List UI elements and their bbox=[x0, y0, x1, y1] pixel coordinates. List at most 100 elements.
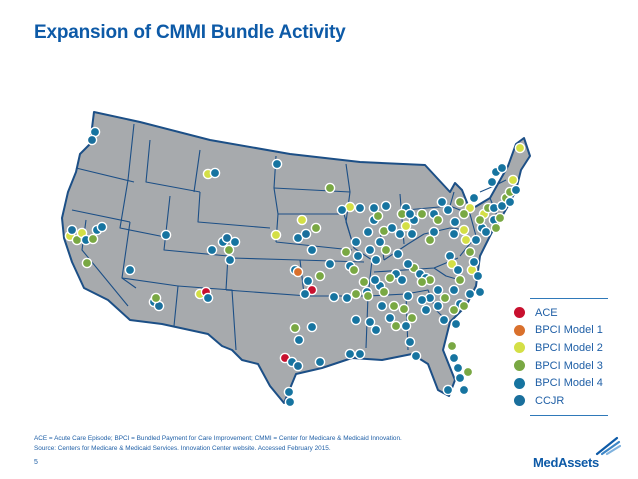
site-marker-bpci-model-4 bbox=[306, 244, 318, 256]
site-marker-bpci-model-4 bbox=[406, 228, 418, 240]
site-marker-bpci-model-3 bbox=[87, 233, 99, 245]
site-marker-bpci-model-3 bbox=[150, 292, 162, 304]
site-marker-bpci-model-4 bbox=[436, 196, 448, 208]
site-marker-bpci-model-4 bbox=[468, 256, 480, 268]
site-marker-bpci-model-4 bbox=[392, 248, 404, 260]
site-marker-bpci-model-2 bbox=[507, 174, 519, 186]
site-marker-bpci-model-2 bbox=[460, 234, 472, 246]
site-marker-bpci-model-4 bbox=[370, 254, 382, 266]
site-marker-bpci-model-2 bbox=[296, 214, 308, 226]
site-marker-bpci-model-4 bbox=[442, 204, 454, 216]
site-marker-ccjr bbox=[292, 360, 304, 372]
site-marker-bpci-model-3 bbox=[340, 246, 352, 258]
site-marker-bpci-model-4 bbox=[454, 372, 466, 384]
site-marker-bpci-model-4 bbox=[364, 244, 376, 256]
site-marker-bpci-model-4 bbox=[400, 320, 412, 332]
site-marker-ccjr bbox=[300, 228, 312, 240]
site-marker-bpci-model-4 bbox=[470, 234, 482, 246]
legend-label-ace: ACE bbox=[535, 306, 558, 319]
legend-swatch-bpci-model-2 bbox=[514, 342, 525, 354]
site-marker-bpci-model-4 bbox=[376, 300, 388, 312]
site-marker-bpci-model-3 bbox=[350, 288, 362, 300]
legend-label-bpci-model-3: BPCI Model 3 bbox=[535, 359, 603, 372]
site-marker-bpci-model-3 bbox=[490, 222, 502, 234]
footnote-source: Source: Centers for Medicare & Medicaid … bbox=[34, 445, 331, 452]
legend-swatch-bpci-model-1 bbox=[514, 324, 525, 336]
site-marker-bpci-model-3 bbox=[223, 244, 235, 256]
legend-item-bpci-model-3: BPCI Model 3 bbox=[510, 357, 608, 375]
site-marker-bpci-model-3 bbox=[380, 244, 392, 256]
site-marker-bpci-model-3 bbox=[462, 366, 474, 378]
footnote: ACE = Acute Care Episode; BPCI = Bundled… bbox=[34, 434, 402, 454]
site-marker-bpci-model-3 bbox=[439, 292, 451, 304]
site-marker-bpci-model-4 bbox=[384, 312, 396, 324]
site-marker-bpci-model-2 bbox=[514, 142, 526, 154]
site-marker-bpci-model-3 bbox=[314, 270, 326, 282]
site-marker-bpci-model-4 bbox=[396, 274, 408, 286]
site-marker-bpci-model-4 bbox=[354, 348, 366, 360]
site-marker-bpci-model-3 bbox=[416, 208, 428, 220]
site-marker-bpci-model-3 bbox=[432, 214, 444, 226]
site-marker-bpci-model-4 bbox=[354, 202, 366, 214]
footnote-definitions: ACE = Acute Care Episode; BPCI = Bundled… bbox=[34, 435, 402, 442]
legend-item-ccjr: CCJR bbox=[510, 392, 608, 410]
site-marker-bpci-model-1 bbox=[292, 266, 304, 278]
site-marker-bpci-model-4 bbox=[452, 264, 464, 276]
site-marker-bpci-model-4 bbox=[486, 176, 498, 188]
site-marker-bpci-model-3 bbox=[81, 257, 93, 269]
legend-item-bpci-model-4: BPCI Model 4 bbox=[510, 374, 608, 392]
site-marker-bpci-model-3 bbox=[384, 272, 396, 284]
site-marker-bpci-model-4 bbox=[206, 244, 218, 256]
site-marker-bpci-model-4 bbox=[468, 192, 480, 204]
site-marker-bpci-model-4 bbox=[402, 290, 414, 302]
site-marker-bpci-model-4 bbox=[362, 226, 374, 238]
site-marker-bpci-model-4 bbox=[449, 216, 461, 228]
site-marker-bpci-model-3 bbox=[448, 304, 460, 316]
page-number: 5 bbox=[34, 459, 38, 466]
site-marker-bpci-model-4 bbox=[402, 258, 414, 270]
site-marker-bpci-model-4 bbox=[284, 396, 296, 408]
legend-swatch-ace bbox=[514, 307, 525, 319]
legend-label-bpci-model-2: BPCI Model 2 bbox=[535, 341, 603, 354]
site-marker-bpci-model-4 bbox=[380, 200, 392, 212]
site-marker-bpci-model-3 bbox=[378, 286, 390, 298]
site-marker-bpci-model-3 bbox=[464, 246, 476, 258]
site-marker-bpci-model-4 bbox=[314, 356, 326, 368]
site-marker-bpci-model-4 bbox=[404, 208, 416, 220]
site-marker-bpci-model-3 bbox=[494, 212, 506, 224]
medassets-logo: MedAssets bbox=[533, 436, 623, 470]
site-marker-ccjr bbox=[66, 224, 78, 236]
legend-label-bpci-model-1: BPCI Model 1 bbox=[535, 324, 603, 337]
site-marker-bpci-model-4 bbox=[386, 222, 398, 234]
legend-swatch-bpci-model-3 bbox=[514, 360, 525, 372]
site-marker-bpci-model-3 bbox=[324, 182, 336, 194]
legend-item-ace: ACE bbox=[510, 304, 608, 322]
site-marker-bpci-model-4 bbox=[350, 236, 362, 248]
site-marker-ccjr bbox=[86, 134, 98, 146]
site-marker-bpci-model-4 bbox=[229, 236, 241, 248]
us-outline bbox=[61, 111, 531, 404]
site-marker-bpci-model-4 bbox=[364, 316, 376, 328]
site-marker-bpci-model-3 bbox=[398, 303, 410, 315]
site-marker-bpci-model-4 bbox=[368, 202, 380, 214]
site-marker-bpci-model-4 bbox=[299, 288, 311, 300]
legend-top-rule bbox=[530, 298, 608, 299]
legend-item-bpci-model-1: BPCI Model 1 bbox=[510, 322, 608, 340]
site-marker-bpci-model-4 bbox=[293, 334, 305, 346]
site-marker-bpci-model-4 bbox=[480, 226, 492, 238]
site-marker-bpci-model-4 bbox=[324, 258, 336, 270]
site-marker-bpci-model-4 bbox=[370, 324, 382, 336]
site-marker-bpci-model-4 bbox=[341, 292, 353, 304]
site-marker-bpci-model-4 bbox=[472, 270, 484, 282]
site-marker-bpci-model-4 bbox=[432, 284, 444, 296]
site-marker-bpci-model-4 bbox=[374, 236, 386, 248]
site-marker-bpci-model-4 bbox=[420, 304, 432, 316]
site-marker-bpci-model-3 bbox=[446, 340, 458, 352]
map-land bbox=[61, 111, 531, 404]
site-marker-bpci-model-3 bbox=[358, 276, 370, 288]
site-marker-bpci-model-4 bbox=[283, 386, 295, 398]
site-marker-bpci-model-4 bbox=[448, 352, 460, 364]
site-marker-bpci-model-4 bbox=[474, 286, 486, 298]
site-marker-bpci-model-3 bbox=[424, 234, 436, 246]
site-marker-bpci-model-4 bbox=[209, 167, 221, 179]
